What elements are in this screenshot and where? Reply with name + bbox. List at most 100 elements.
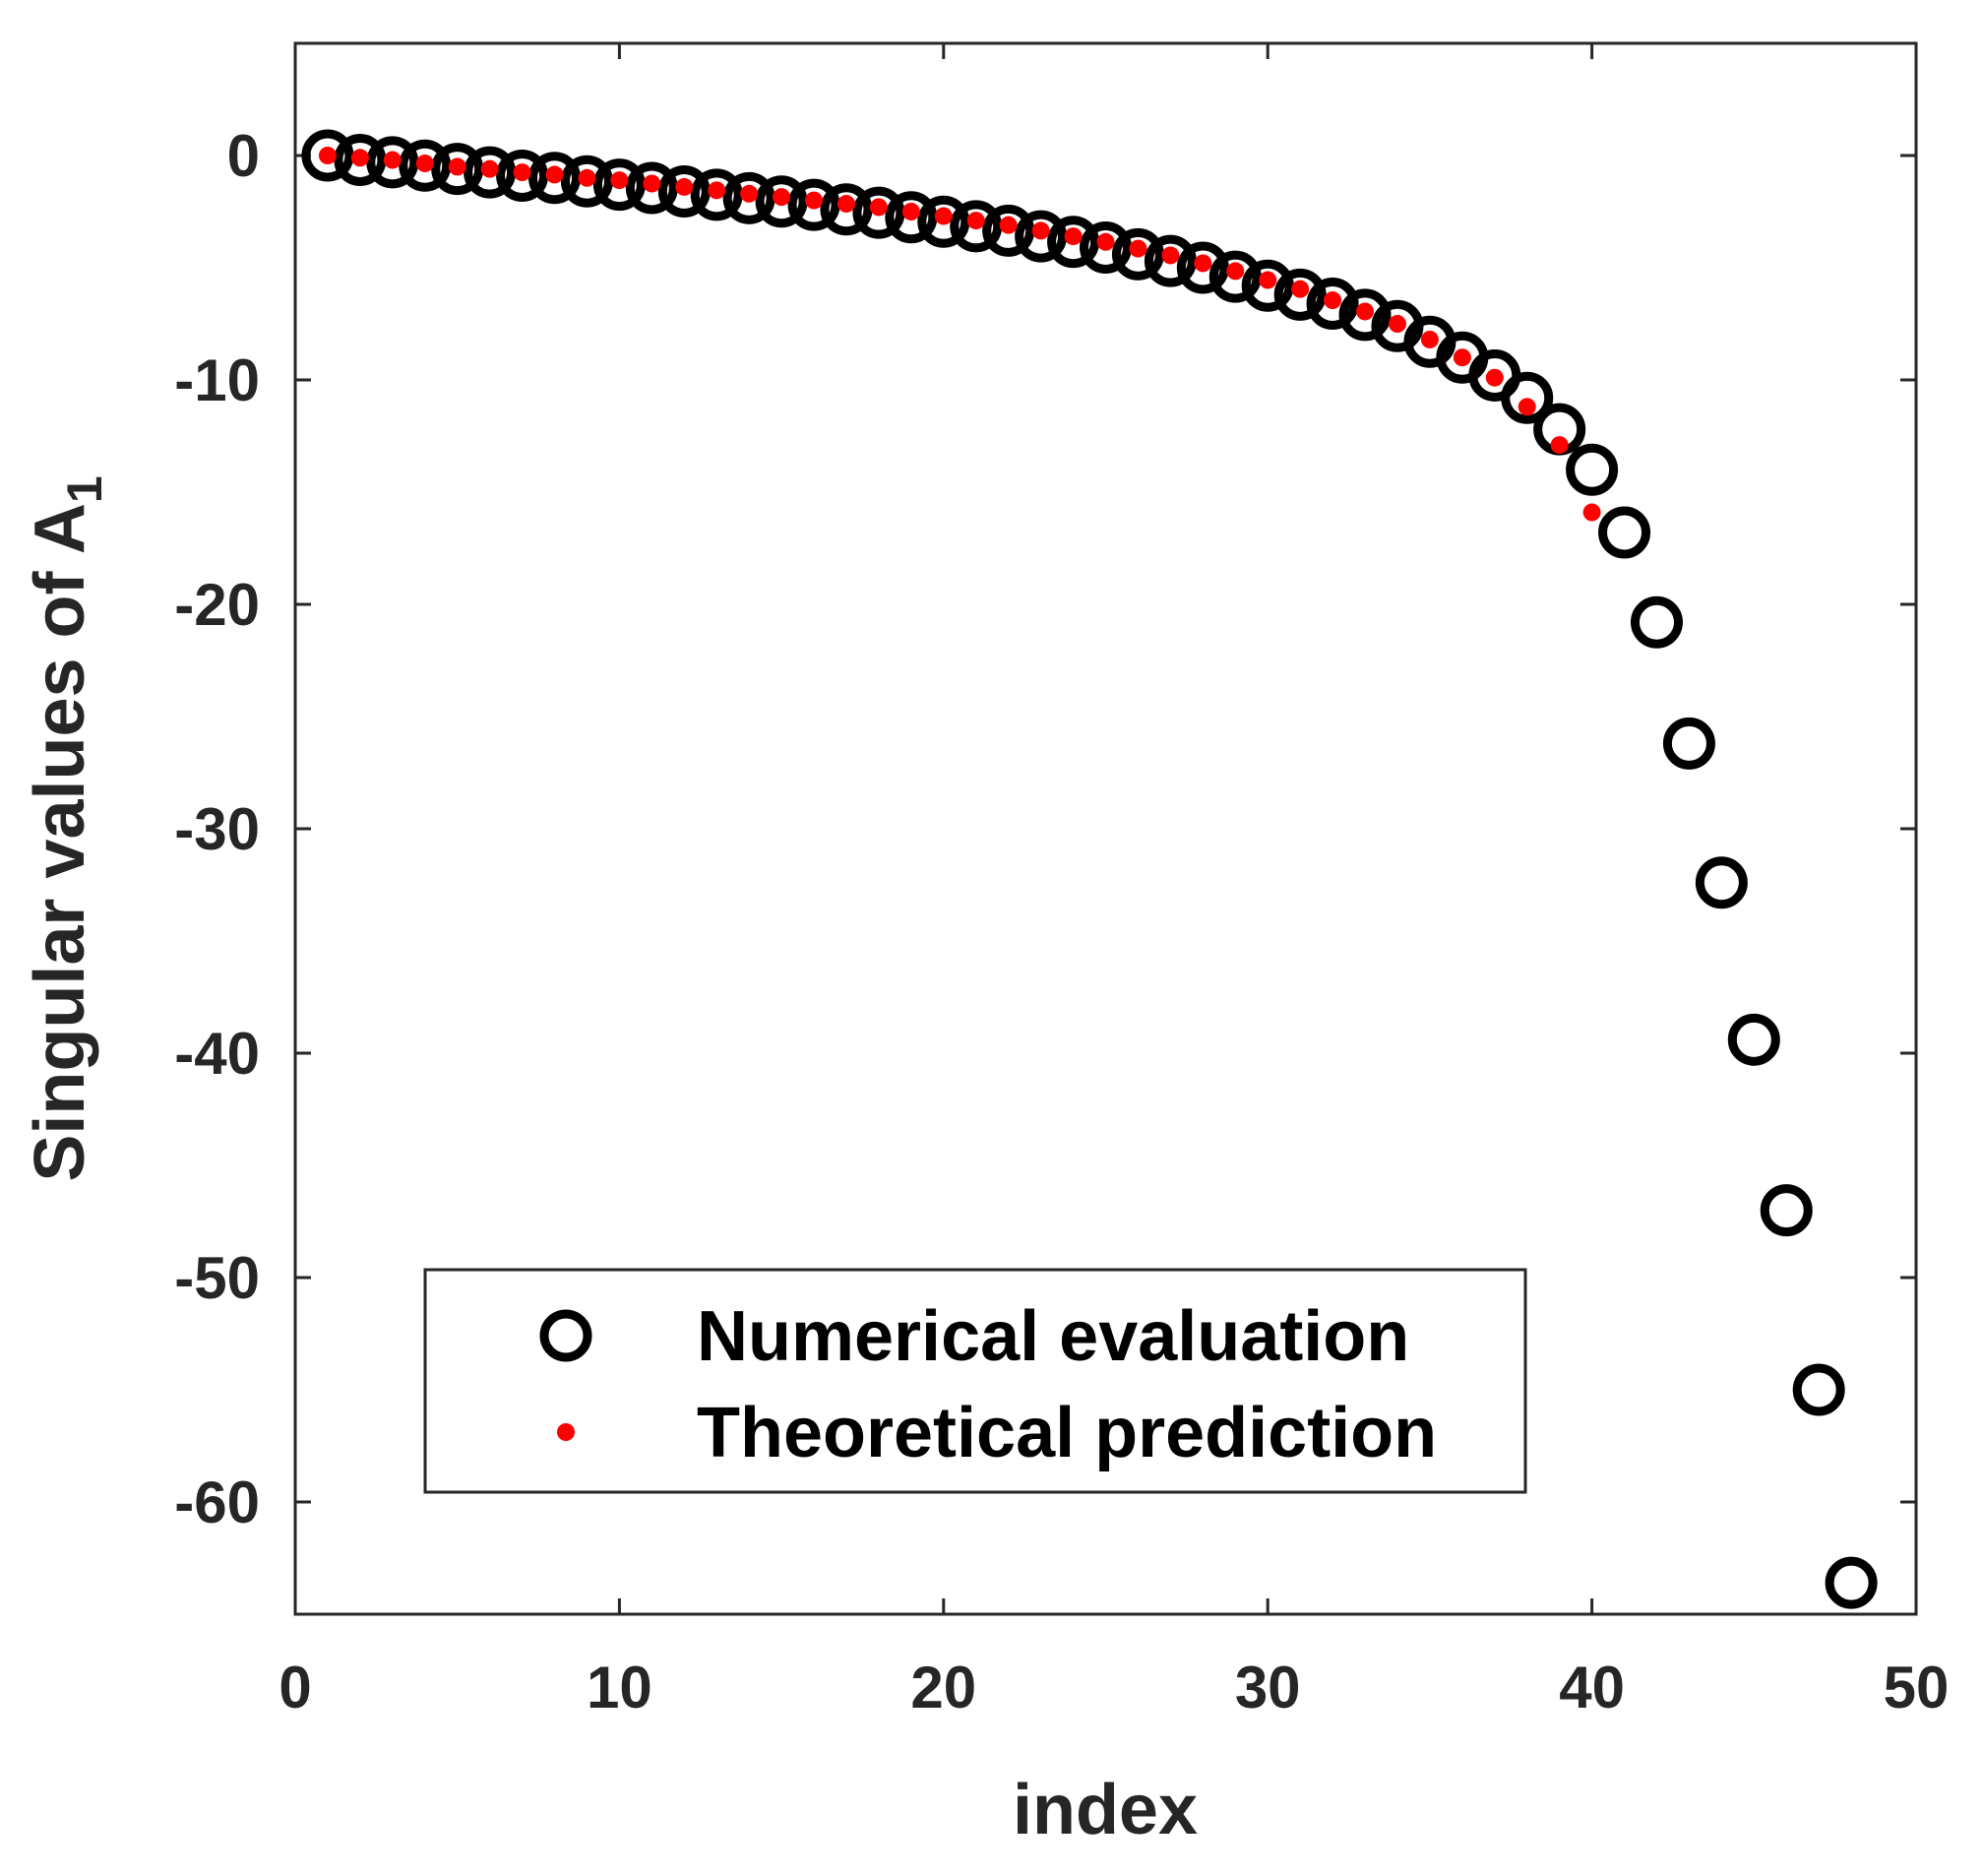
numerical-point (366, 136, 419, 189)
y-tick-label: -40 (174, 1021, 260, 1087)
numerical-point (1662, 717, 1715, 770)
numerical-point (1792, 1363, 1845, 1416)
x-tick-label: 50 (1884, 1655, 1950, 1720)
numerical-point (1338, 288, 1392, 342)
legend-marker-numerical (539, 1309, 592, 1362)
legend-label-numerical: Numerical evaluation (697, 1297, 1409, 1376)
y-tick-label: -20 (174, 572, 260, 638)
x-tick-label: 0 (279, 1655, 311, 1720)
numerical-point (625, 161, 678, 215)
theoretical-point (513, 163, 531, 182)
numerical-point (1047, 216, 1100, 269)
numerical-point (399, 139, 452, 192)
theoretical-point (675, 177, 694, 196)
numerical-point (820, 183, 873, 236)
theoretical-point (1161, 246, 1180, 265)
theoretical-point (1226, 262, 1245, 281)
numerical-point (1501, 371, 1554, 424)
theoretical-point (318, 147, 337, 164)
theoretical-point (1420, 330, 1439, 348)
numerical-point (917, 195, 970, 248)
theoretical-point (1453, 348, 1471, 367)
y-axis-label: Singular values of A1 (21, 475, 112, 1181)
theoretical-point (1518, 398, 1536, 416)
theoretical-point (869, 198, 888, 217)
numerical-point (1727, 1013, 1780, 1066)
numerical-point (592, 158, 646, 212)
numerical-point (560, 155, 613, 208)
theoretical-point (901, 203, 920, 220)
y-tick-label: -50 (174, 1245, 260, 1311)
theoretical-point (1324, 291, 1342, 310)
numerical-point (950, 200, 1003, 253)
numerical-point (431, 143, 484, 196)
numerical-point (690, 168, 743, 221)
numerical-point (1015, 210, 1068, 263)
numerical-point (722, 171, 775, 224)
theoretical-point (578, 168, 596, 187)
numerical-point (1111, 227, 1164, 281)
theoretical-point (740, 184, 759, 203)
theoretical-point (480, 159, 499, 178)
theoretical-point (350, 149, 369, 167)
theoretical-point (1582, 503, 1601, 522)
numerical-point (496, 150, 549, 203)
theoretical-point (999, 216, 1018, 234)
theoretical-point (545, 165, 564, 184)
theoretical-point (1388, 315, 1406, 333)
tick-labels: 0 10 20 30 40 50 0 -10 -20 -30 -40 -50 -60 (174, 123, 1949, 1720)
x-tick-label: 30 (1235, 1655, 1301, 1720)
numerical-point (334, 134, 387, 187)
x-tick-label: 10 (587, 1655, 652, 1720)
theoretical-point (805, 191, 824, 210)
y-axis-label-main: Singular values of A (21, 503, 99, 1181)
theoretical-point (1129, 239, 1147, 258)
numerical-point (885, 191, 938, 244)
numerical-point (982, 204, 1035, 257)
numerical-point (852, 186, 905, 239)
numerical-point (1273, 268, 1327, 321)
numerical-point (1306, 277, 1359, 330)
numerical-point (787, 178, 840, 231)
y-tick-label: -60 (174, 1470, 260, 1535)
series-numerical-evaluation (301, 129, 1878, 1609)
legend-label-theoretical: Theoretical prediction (697, 1394, 1437, 1472)
theoretical-point (1194, 254, 1212, 273)
theoretical-point (383, 151, 402, 169)
numerical-point (464, 146, 517, 199)
numerical-point (1566, 443, 1619, 496)
numerical-point (1144, 234, 1197, 287)
theoretical-point (1096, 232, 1115, 251)
axes-box (293, 41, 1918, 1616)
numerical-point (1080, 220, 1132, 274)
theoretical-point (966, 212, 985, 230)
numerical-point (1630, 595, 1683, 649)
series-theoretical-prediction (318, 147, 1601, 522)
x-axis-label: index (1013, 1771, 1198, 1849)
theoretical-point (1291, 280, 1310, 298)
y-tick-label: -10 (174, 347, 260, 413)
theoretical-point (610, 171, 629, 190)
numerical-point (528, 152, 582, 205)
numerical-point (1241, 259, 1294, 312)
legend-box (423, 1268, 1527, 1494)
numerical-point (301, 129, 354, 182)
y-tick-label: -30 (174, 796, 260, 862)
numerical-point (755, 175, 808, 228)
theoretical-point (708, 181, 726, 200)
x-tick-label: 20 (910, 1655, 976, 1720)
theoretical-point (643, 174, 661, 193)
theoretical-point (837, 195, 855, 214)
numerical-point (1695, 856, 1748, 909)
theoretical-point (1031, 221, 1050, 240)
numerical-point (1598, 506, 1651, 559)
theoretical-point (415, 154, 434, 172)
theoretical-point (448, 157, 466, 176)
theoretical-point (773, 188, 791, 207)
numerical-point (1825, 1556, 1878, 1609)
theoretical-point (1259, 271, 1277, 289)
theoretical-point (1550, 436, 1569, 455)
numerical-point (1176, 241, 1229, 294)
legend: Numerical evaluation Theoretical predict… (423, 1268, 1527, 1494)
